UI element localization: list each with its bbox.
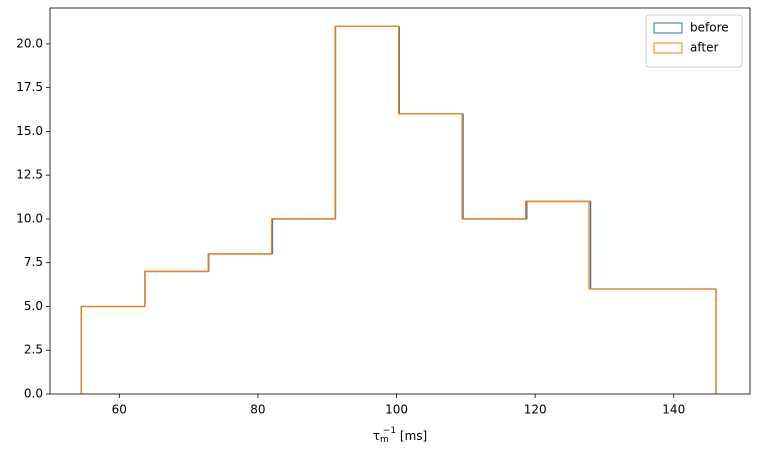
hist-step [398,26,464,115]
legend-swatch [653,22,683,34]
y-tick-label: 15.0 [16,124,43,138]
y-tick-label: 12.5 [16,168,43,182]
hist-step [270,218,336,254]
hist-step [144,270,209,307]
hist-step [652,288,717,394]
y-tick-label: 5.0 [24,299,43,313]
hist-step [526,200,591,219]
legend-label: after [690,41,718,55]
y-tick-label: 0.0 [24,387,43,401]
hist-step [524,200,590,219]
y-tick-label: 2.5 [24,343,43,357]
plot-frame [49,7,751,395]
hist-step [208,253,273,272]
y-tick-label: 7.5 [24,255,43,269]
hist-step [461,113,526,220]
hist-step [334,25,400,219]
x-tick-label: 60 [112,403,127,417]
x-axis-label: τm−1 [ms] [373,426,427,445]
y-tick-label: 10.0 [16,211,43,225]
hist-step [397,26,463,115]
x-tick-label: 140 [662,403,685,417]
x-tick-label: 100 [385,403,408,417]
hist-step [144,270,209,307]
x-tick-label: 80 [250,403,265,417]
hist-step [334,25,399,219]
hist-step [271,218,336,254]
hist-step [589,201,655,290]
legend-box [645,14,743,68]
hist-step [80,305,145,394]
hist-step [588,201,653,290]
hist-step [207,253,272,272]
y-tick-label: 17.5 [16,80,43,94]
legend-label: before [690,21,729,35]
hist-step [654,288,717,394]
hist-step [80,305,145,394]
x-tick-label: 120 [524,403,547,417]
hist-step [462,113,527,220]
legend-swatch [653,42,683,54]
y-tick-label: 20.0 [16,36,43,50]
